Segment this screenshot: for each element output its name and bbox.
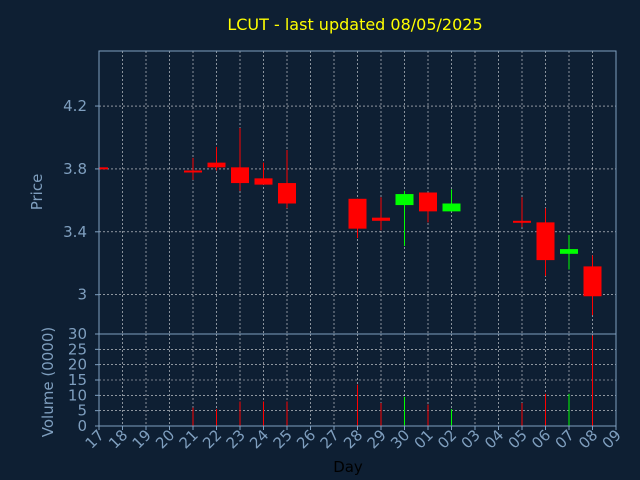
x-tick-label: 28: [340, 426, 366, 452]
x-tick-label: 01: [411, 426, 437, 452]
x-tick-label: 08: [575, 426, 601, 452]
x-tick-label: 27: [317, 426, 343, 452]
x-axis: 1718192021222324252627282930010203040506…: [82, 426, 625, 452]
x-tick-label: 24: [246, 426, 272, 452]
candle-05: [513, 197, 531, 228]
x-tick-label: 29: [364, 426, 390, 452]
x-axis-label: Day: [333, 458, 363, 476]
candle-body: [372, 217, 390, 221]
x-tick-label: 19: [129, 426, 155, 452]
x-tick-label: 07: [552, 426, 578, 452]
candle-body: [560, 249, 578, 254]
volume-tick-label: 30: [68, 325, 87, 343]
candle-02: [442, 189, 461, 212]
volume-tick-label: 20: [68, 356, 87, 374]
price-y-axis: 3 3.4 3.8 4.2: [63, 97, 99, 304]
candle-body: [254, 178, 273, 185]
volume-tick-label: 5: [77, 402, 87, 420]
price-grid: [98, 51, 617, 334]
x-tick-label: 22: [199, 426, 225, 452]
candle-body: [442, 203, 461, 212]
candle-21: [184, 157, 202, 180]
candle-body: [231, 167, 249, 184]
candle-23: [231, 128, 249, 191]
candle-body: [207, 162, 226, 168]
price-tick-label: 3: [77, 286, 87, 304]
volume-tick-label: 15: [68, 371, 87, 389]
candle-08: [583, 255, 602, 316]
x-tick-label: 30: [387, 426, 413, 452]
candle-body: [513, 220, 531, 223]
volume-bars: [98, 335, 593, 426]
candle-body: [419, 192, 437, 212]
candle-28: [348, 198, 367, 239]
candle-body: [99, 167, 108, 170]
candle-24: [254, 162, 273, 185]
price-tick-label: 3.4: [63, 223, 87, 241]
x-tick-label: 25: [270, 426, 296, 452]
candle-body: [348, 198, 367, 229]
candle-25: [278, 150, 296, 209]
x-tick-label: 20: [152, 426, 178, 452]
candle-body: [536, 222, 555, 261]
x-tick-label: 04: [481, 426, 507, 452]
candle-body: [583, 266, 602, 297]
candle-body: [184, 170, 202, 173]
candles: [98, 128, 602, 316]
volume-axis-label: Volume (0000): [39, 327, 57, 437]
x-tick-label: 21: [176, 426, 202, 452]
x-tick-label: 05: [505, 426, 531, 452]
candle-30: [395, 190, 414, 246]
candle-29: [372, 197, 390, 231]
x-tick-label: 02: [434, 426, 460, 452]
candle-07: [560, 234, 578, 270]
x-tick-label: 09: [599, 426, 625, 452]
price-axis-label: Price: [28, 174, 46, 211]
candle-01: [419, 192, 437, 223]
volume-tick-label: 0: [77, 417, 87, 435]
price-tick-label: 4.2: [63, 97, 87, 115]
volume-tick-label: 10: [68, 386, 87, 404]
volume-tick-label: 25: [68, 340, 87, 358]
x-tick-label: 03: [458, 426, 484, 452]
candle-17: [98, 167, 108, 170]
x-tick-label: 18: [105, 426, 131, 452]
x-tick-label: 06: [528, 426, 554, 452]
x-tick-label: 23: [223, 426, 249, 452]
volume-panel-frame: [98, 333, 617, 427]
candle-body: [395, 194, 414, 206]
x-tick-label: 26: [293, 426, 319, 452]
candle-06: [536, 208, 555, 276]
candle-body: [278, 183, 296, 204]
price-tick-label: 3.8: [63, 160, 87, 178]
candle-22: [207, 146, 226, 171]
chart-title: LCUT - last updated 08/05/2025: [227, 15, 482, 34]
